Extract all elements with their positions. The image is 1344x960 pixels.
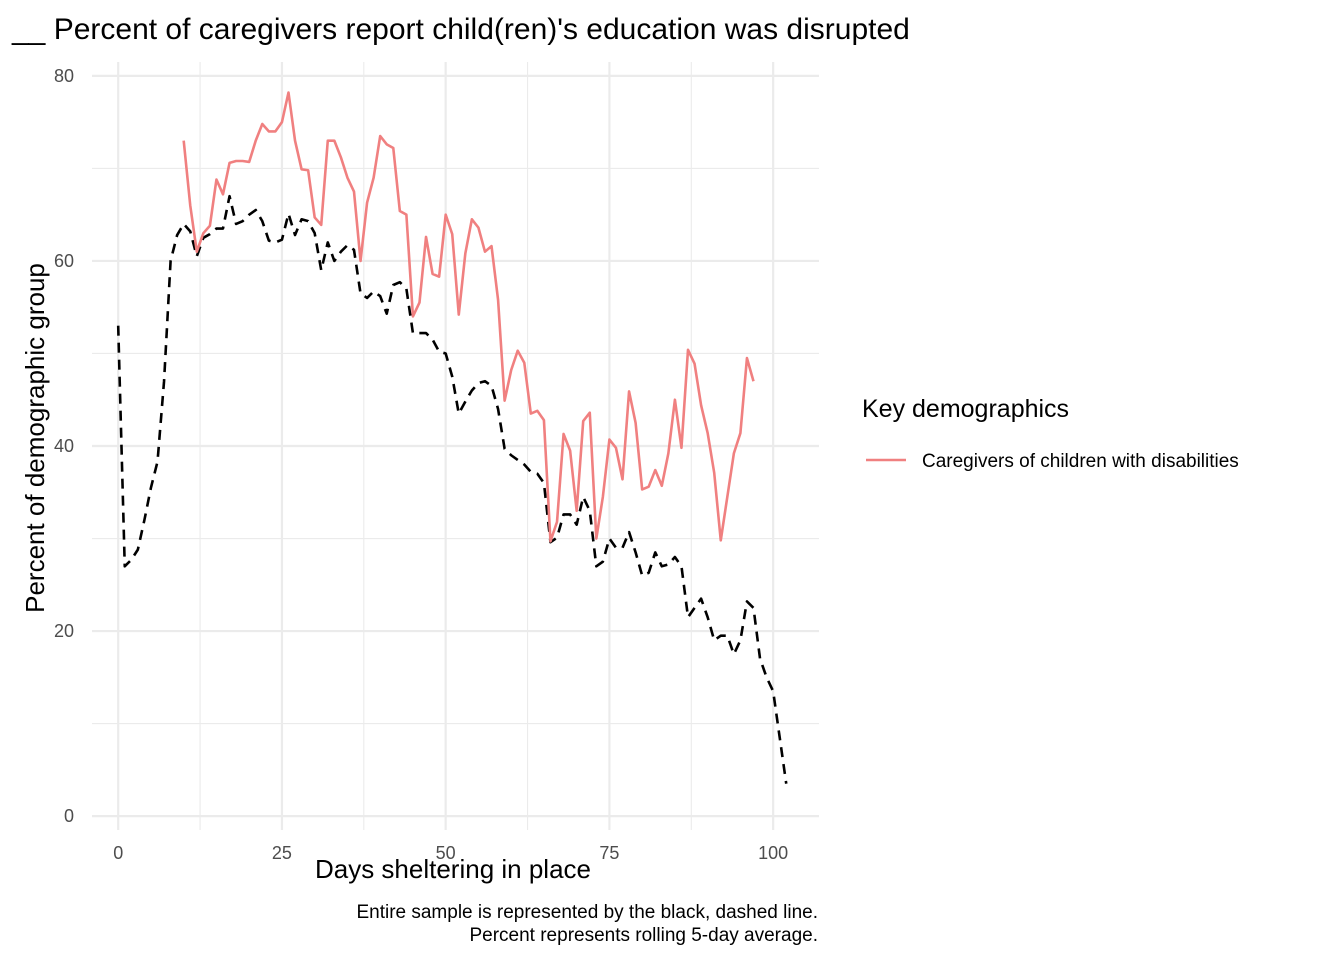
x-tick-label: 0: [113, 843, 123, 863]
x-tick-label: 25: [272, 843, 292, 863]
x-tick-label: 100: [758, 843, 788, 863]
series-line-entire-sample: [116, 194, 788, 784]
y-axis-title: Percent of demographic group: [20, 263, 50, 613]
tick-labels: 0 25 50 75 100 0 20 40 60 80: [54, 66, 788, 863]
caption-line-2: Percent represents rolling 5-day average…: [469, 925, 818, 946]
series-line-caregivers-disabilities: [182, 91, 755, 543]
chart-title: __ Percent of caregivers report child(re…: [11, 13, 910, 46]
x-tick-label: 50: [436, 843, 456, 863]
x-axis-title: Days sheltering in place: [315, 854, 591, 884]
x-tick-label: 75: [599, 843, 619, 863]
legend-title: Key demographics: [862, 395, 1069, 423]
legend-label: Caregivers of children with disabilities: [922, 451, 1239, 472]
legend: Key demographics Caregivers of children …: [862, 395, 1239, 472]
y-tick-label: 40: [54, 436, 74, 456]
y-tick-label: 80: [54, 66, 74, 86]
y-tick-label: 20: [54, 621, 74, 641]
y-tick-label: 0: [64, 806, 74, 826]
y-tick-label: 60: [54, 251, 74, 271]
series-layer: [116, 91, 788, 784]
caption-line-1: Entire sample is represented by the blac…: [356, 902, 818, 923]
